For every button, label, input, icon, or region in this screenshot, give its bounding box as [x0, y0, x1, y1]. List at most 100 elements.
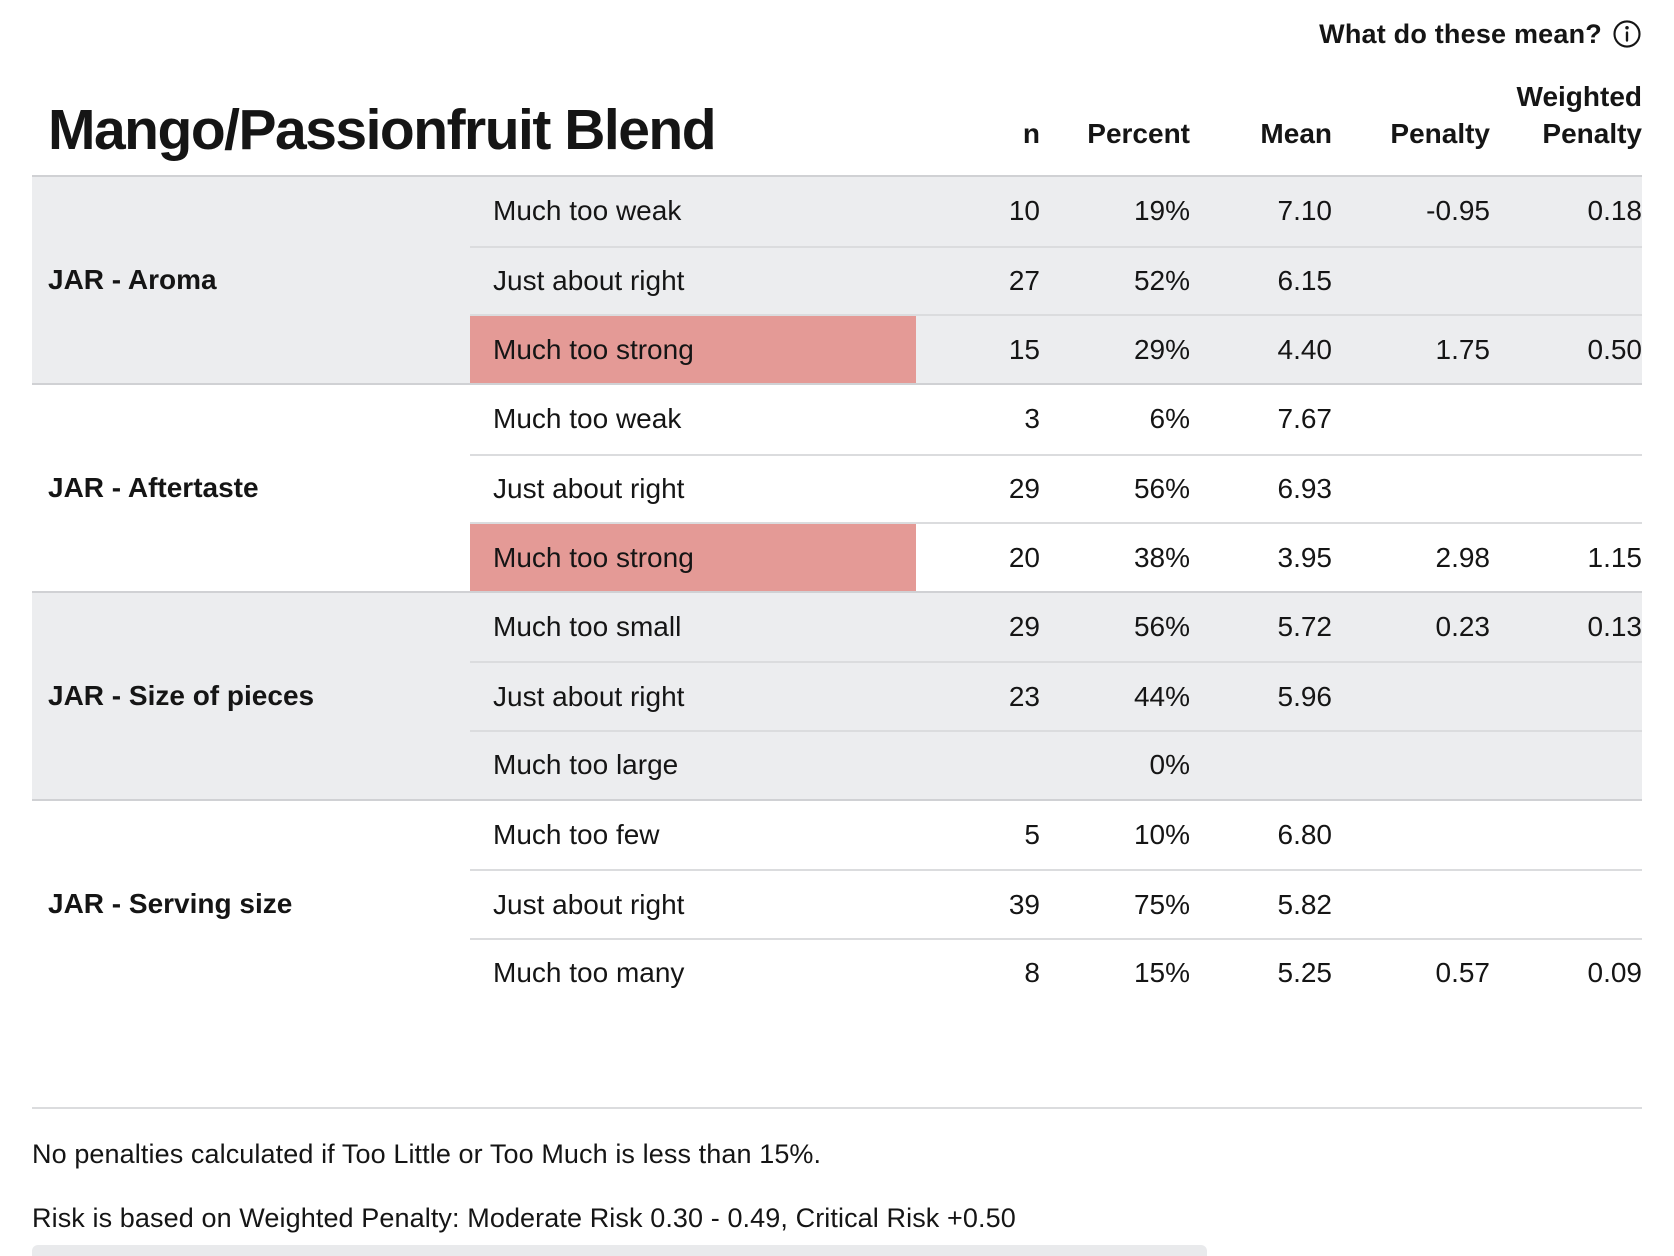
value-cell-weighted_penalty	[1490, 385, 1642, 454]
value-cell-penalty: 1.75	[1435, 333, 1491, 365]
jar-table: JAR - Aroma Much too weak 10 19% 7.10 -0.95 0.…	[32, 175, 1642, 1007]
column-header-percent: Percent	[1087, 118, 1190, 150]
value-cell-percent: 19%	[1133, 195, 1190, 227]
value-cell-n: 27	[1008, 264, 1040, 296]
level-cell: Just about right	[493, 264, 685, 296]
value-cell-mean	[1190, 732, 1332, 799]
value-cell-penalty	[1332, 801, 1490, 870]
value-cell-mean: 5.72	[1277, 611, 1333, 643]
value-cell-percent: 15%	[1133, 957, 1190, 989]
level-cell: Much too many	[493, 957, 685, 989]
column-header-weighted-penalty: Weighted Penalty	[1516, 81, 1642, 150]
jar-group: JAR - Aftertaste Much too weak 3 6% 7.67 Just…	[32, 385, 1642, 593]
value-cell-n	[916, 732, 1040, 799]
value-cell-percent: 52%	[1133, 264, 1190, 296]
value-cell-n: 5	[1024, 819, 1040, 851]
footnote-risk: Risk is based on Weighted Penalty: Moder…	[32, 1202, 1016, 1233]
value-cell-mean: 6.93	[1277, 472, 1333, 504]
value-cell-n: 20	[1008, 541, 1040, 573]
value-cell-mean: 4.40	[1277, 333, 1333, 365]
value-cell-n: 15	[1008, 333, 1040, 365]
value-cell-penalty	[1332, 248, 1490, 315]
value-cell-penalty: 2.98	[1435, 541, 1491, 573]
level-cell: Just about right	[493, 888, 685, 920]
table-row: Just about right 23 44% 5.96	[470, 661, 1642, 730]
level-cell: Much too strong	[470, 316, 916, 383]
value-cell-penalty	[1332, 871, 1490, 938]
value-cell-weighted_penalty	[1490, 732, 1642, 799]
value-cell-penalty: 0.57	[1435, 957, 1491, 989]
level-cell: Much too weak	[493, 195, 682, 227]
value-cell-weighted_penalty: 0.50	[1587, 333, 1643, 365]
value-cell-penalty	[1332, 456, 1490, 523]
jar-group: JAR - Aroma Much too weak 10 19% 7.10 -0.95 0.…	[32, 177, 1642, 385]
jar-group-rows: Much too weak 3 6% 7.67 Just about right 29 56…	[470, 385, 1642, 591]
jar-group-rows: Much too small 29 56% 5.72 0.23 0.13 Just abou…	[470, 593, 1642, 799]
value-cell-weighted_penalty	[1490, 663, 1642, 730]
table-row: Much too strong 20 38% 3.95 2.98 1.15	[470, 522, 1642, 591]
value-cell-percent: 6%	[1149, 403, 1190, 435]
value-cell-n: 29	[1008, 472, 1040, 504]
level-cell: Much too few	[493, 819, 660, 851]
level-cell: Just about right	[493, 472, 685, 504]
level-cell: Much too small	[493, 611, 682, 643]
value-cell-percent: 56%	[1133, 611, 1190, 643]
column-header-mean: Mean	[1260, 118, 1332, 150]
value-cell-n: 29	[1008, 611, 1040, 643]
value-cell-n: 39	[1008, 888, 1040, 920]
level-cell: Much too weak	[493, 403, 682, 435]
value-cell-mean: 3.95	[1277, 541, 1333, 573]
footer-divider	[32, 1106, 1642, 1109]
value-cell-mean: 6.80	[1277, 819, 1333, 851]
page-title: Mango/Passionfruit Blend	[48, 98, 717, 162]
value-cell-weighted_penalty: 0.18	[1587, 195, 1643, 227]
value-cell-percent: 56%	[1133, 472, 1190, 504]
value-cell-weighted_penalty	[1490, 871, 1642, 938]
value-cell-n: 8	[1024, 957, 1040, 989]
value-cell-weighted_penalty: 0.09	[1587, 957, 1643, 989]
table-row: Much too large 0%	[470, 730, 1642, 799]
value-cell-penalty	[1332, 385, 1490, 454]
value-cell-mean: 5.82	[1277, 888, 1333, 920]
table-header: Mango/Passionfruit Blend n Percent Mean …	[32, 54, 1642, 175]
value-cell-percent: 10%	[1133, 819, 1190, 851]
jar-group-rows: Much too few 5 10% 6.80 Just about right 39 75…	[470, 801, 1642, 1007]
value-cell-penalty: 0.23	[1435, 611, 1491, 643]
level-cell: Much too large	[493, 749, 679, 781]
value-cell-mean: 5.25	[1277, 957, 1333, 989]
value-cell-percent: 44%	[1133, 680, 1190, 712]
help-link[interactable]: What do these mean?	[1319, 18, 1602, 49]
value-cell-percent: 0%	[1149, 749, 1190, 781]
value-cell-penalty	[1332, 732, 1490, 799]
table-row: Much too few 5 10% 6.80	[470, 801, 1642, 870]
table-row: Just about right 29 56% 6.93	[470, 453, 1642, 523]
jar-attribute-label: JAR - Aftertaste	[48, 471, 259, 503]
footnote-penalties: No penalties calculated if Too Little or…	[32, 1138, 822, 1169]
table-row: Much too small 29 56% 5.72 0.23 0.13	[470, 593, 1642, 662]
jar-group: JAR - Serving size Much too few 5 10% 6.80 Ju…	[32, 801, 1642, 1007]
value-cell-weighted_penalty: 0.13	[1587, 611, 1643, 643]
value-cell-n: 23	[1008, 680, 1040, 712]
help-bar: What do these mean?	[32, 0, 1642, 54]
value-cell-penalty: -0.95	[1426, 195, 1490, 227]
table-row: Just about right 39 75% 5.82	[470, 869, 1642, 938]
info-icon[interactable]	[1612, 19, 1642, 49]
level-cell: Just about right	[493, 680, 685, 712]
value-cell-mean: 7.10	[1277, 195, 1333, 227]
value-cell-penalty	[1332, 663, 1490, 730]
value-cell-weighted_penalty	[1490, 801, 1642, 870]
value-cell-percent: 29%	[1133, 333, 1190, 365]
value-cell-weighted_penalty	[1490, 456, 1642, 523]
horizontal-scrollbar[interactable]	[32, 1245, 1207, 1256]
column-header-penalty: Penalty	[1390, 118, 1490, 150]
table-row: Much too many 8 15% 5.25 0.57 0.09	[470, 938, 1642, 1007]
table-row: Just about right 27 52% 6.15	[470, 245, 1642, 315]
value-cell-n: 10	[1008, 195, 1040, 227]
table-row: Much too weak 3 6% 7.67	[470, 385, 1642, 454]
table-row: Much too weak 10 19% 7.10 -0.95 0.18	[470, 177, 1642, 246]
jar-attribute-label: JAR - Aroma	[48, 263, 217, 295]
value-cell-mean: 7.67	[1277, 403, 1333, 435]
jar-group: JAR - Size of pieces Much too small 29 56% 5…	[32, 592, 1642, 801]
value-cell-n: 3	[1024, 403, 1040, 435]
